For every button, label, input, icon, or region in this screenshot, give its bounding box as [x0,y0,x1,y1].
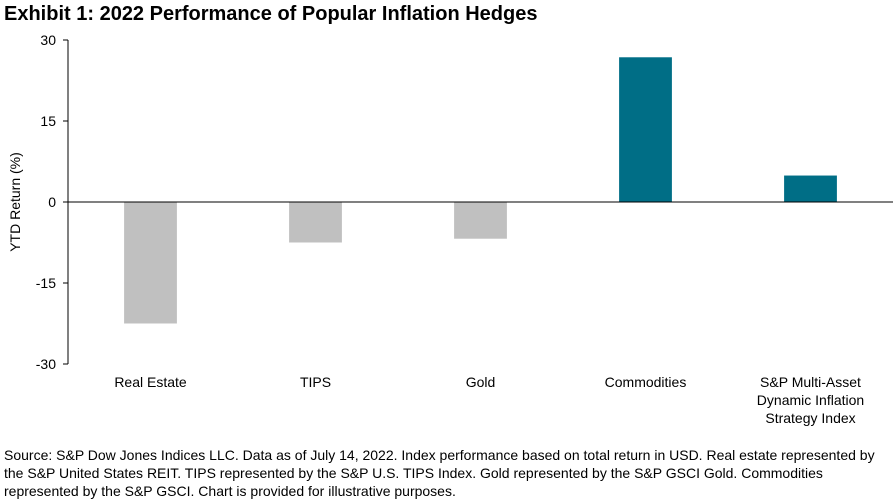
y-tick-label: 0 [48,194,56,210]
y-tick-label: 15 [40,113,56,129]
bars-group [124,57,837,324]
x-category-label: Gold [466,374,496,390]
x-axis-labels: Real Estate TIPS Gold Commodities S&P Multi-… [114,374,864,426]
x-category-label: TIPS [300,374,331,390]
source-note: Source: S&P Dow Jones Indices LLC. Data … [4,447,875,499]
y-axis-ticks: 30 15 0 -15 -30 [36,32,68,372]
x-category-label: Dynamic Inflation [757,392,864,408]
x-category-label: Commodities [605,374,687,390]
bar [289,202,342,243]
bar [784,175,837,202]
bar [619,57,672,202]
y-tick-label: -30 [36,356,56,372]
y-tick-label: -15 [36,275,56,291]
x-category-label: Real Estate [114,374,187,390]
y-axis-label: YTD Return (%) [7,152,23,252]
bar [124,202,177,324]
x-category-label: S&P Multi-Asset [760,374,861,390]
bar [454,202,507,239]
bar-chart: 30 15 0 -15 -30 Real Estate TIPS Gold Commoditi… [7,32,893,426]
chart-title: Exhibit 1: 2022 Performance of Popular I… [4,3,538,25]
x-category-label: Strategy Index [765,410,855,426]
y-tick-label: 30 [40,32,56,48]
